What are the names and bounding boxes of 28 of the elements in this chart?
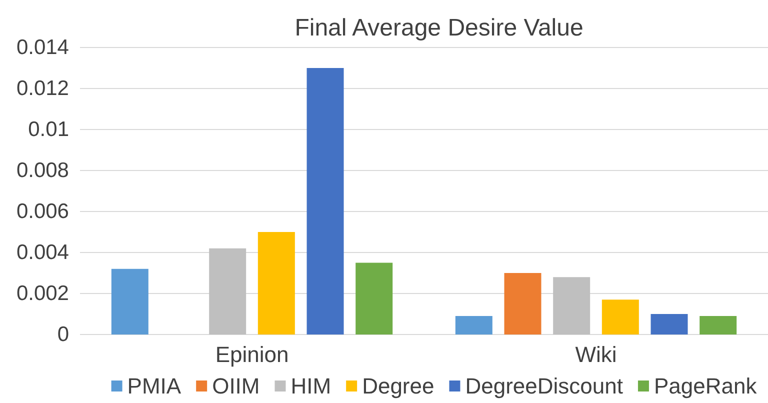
y-tick-label: 0	[57, 323, 69, 346]
y-tick-label: 0.012	[16, 77, 69, 100]
bar	[356, 262, 393, 334]
chart-title: Final Average Desire Value	[294, 14, 584, 42]
legend-label: DegreeDiscount	[465, 374, 623, 398]
bar	[258, 232, 295, 334]
legend-label: Degree	[362, 374, 434, 398]
y-tick-label: 0.004	[16, 241, 70, 264]
y-tick-label: 0.01	[28, 118, 69, 141]
bar	[111, 268, 148, 334]
y-tick-label: 0.006	[16, 200, 69, 223]
legend-label: HIM	[290, 374, 332, 398]
bar	[650, 314, 688, 334]
bar	[700, 316, 737, 334]
bar	[602, 300, 639, 334]
bar	[553, 277, 590, 334]
x-tick-label: Epinion	[215, 342, 289, 367]
y-tick-label: 0.002	[16, 282, 69, 305]
bar	[209, 248, 246, 334]
legend-label: PageRank	[654, 374, 758, 398]
y-tick-label: 0.008	[16, 159, 69, 182]
y-tick-label: 0.014	[16, 36, 70, 59]
x-tick-label: Wiki	[575, 342, 617, 367]
legend-label: OIIM	[212, 374, 260, 398]
bar	[455, 316, 492, 334]
legend-label: PMIA	[127, 374, 182, 398]
bar	[504, 273, 542, 334]
bar	[306, 68, 344, 334]
